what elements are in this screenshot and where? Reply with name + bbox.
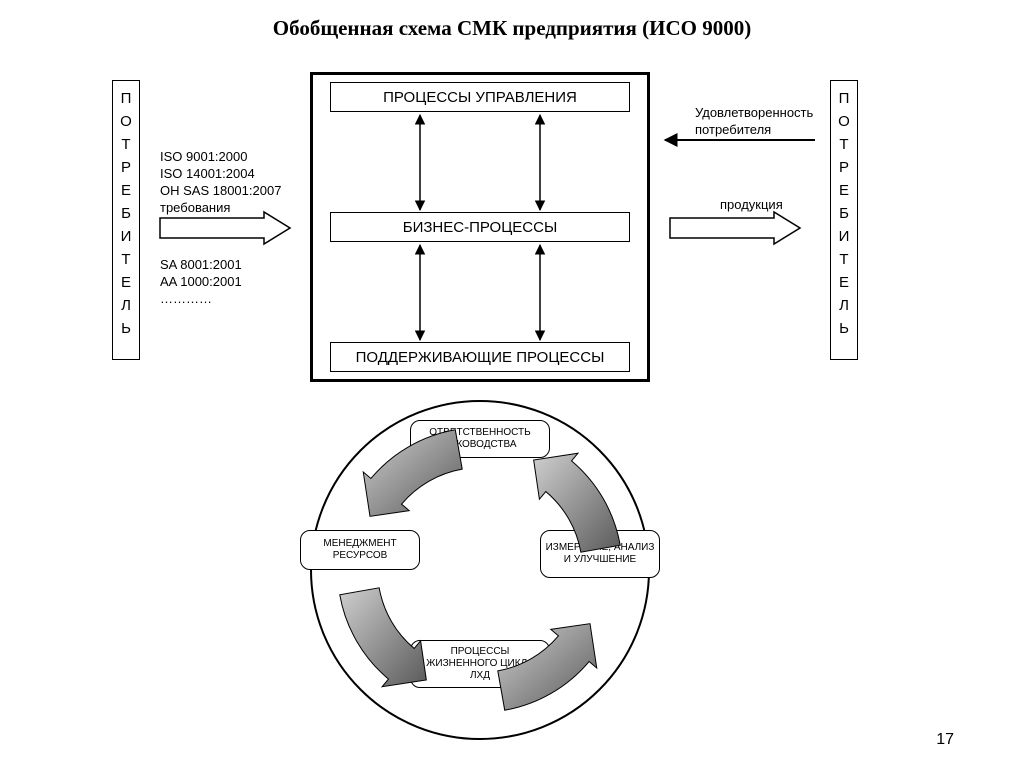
circle-node-label: ОТВЕТСТВЕННОСТЬ РУКОВОДСТВА [415,427,545,451]
process-box-management: ПРОЦЕССЫ УПРАВЛЕНИЯ [330,82,630,112]
process-box-label: БИЗНЕС-ПРОЦЕССЫ [403,219,558,236]
circle-node-responsibility: ОТВЕТСТВЕННОСТЬ РУКОВОДСТВА [410,420,550,458]
page-number: 17 [936,731,954,749]
circle-node-resources: МЕНЕДЖМЕНТ РЕСУРСОВ [300,530,420,570]
circle-node-measurement: ИЗМЕРЕНИЕ, АНАЛИЗ И УЛУЧШЕНИЕ [540,530,660,578]
circle-node-label: МЕНЕДЖМЕНТ РЕСУРСОВ [305,538,415,562]
circle-node-label: ПРОЦЕССЫ ЖИЗНЕННОГО ЦИКЛА ЛХД [415,646,545,682]
process-box-label: ПОДДЕРЖИВАЮЩИЕ ПРОЦЕССЫ [356,349,605,366]
satisfaction-line2: потребителя [695,121,813,138]
circle-node-label: ИЗМЕРЕНИЕ, АНАЛИЗ И УЛУЧШЕНИЕ [545,542,655,566]
page: Обобщенная схема СМК предприятия (ИСО 90… [0,0,1024,767]
consumer-right-label: ПОТРЕБИТЕЛЬ [830,80,858,360]
process-box-label: ПРОЦЕССЫ УПРАВЛЕНИЯ [383,89,577,106]
satisfaction-line1: Удовлетворенность [695,104,813,121]
product-label: продукция [720,196,783,213]
process-box-supporting: ПОДДЕРЖИВАЮЩИЕ ПРОЦЕССЫ [330,342,630,372]
process-box-business: БИЗНЕС-ПРОЦЕССЫ [330,212,630,242]
satisfaction-label: Удовлетворенность потребителя [695,104,813,138]
page-title: Обобщенная схема СМК предприятия (ИСО 90… [0,16,1024,41]
standards-list-bottom: SA 8001:2001AA 1000:2001………… [160,256,242,307]
circle-node-lifecycle: ПРОЦЕССЫ ЖИЗНЕННОГО ЦИКЛА ЛХД [410,640,550,688]
consumer-left-label: ПОТРЕБИТЕЛЬ [112,80,140,360]
standards-list-top: ISO 9001:2000ISO 14001:2004OH SAS 18001:… [160,148,281,216]
